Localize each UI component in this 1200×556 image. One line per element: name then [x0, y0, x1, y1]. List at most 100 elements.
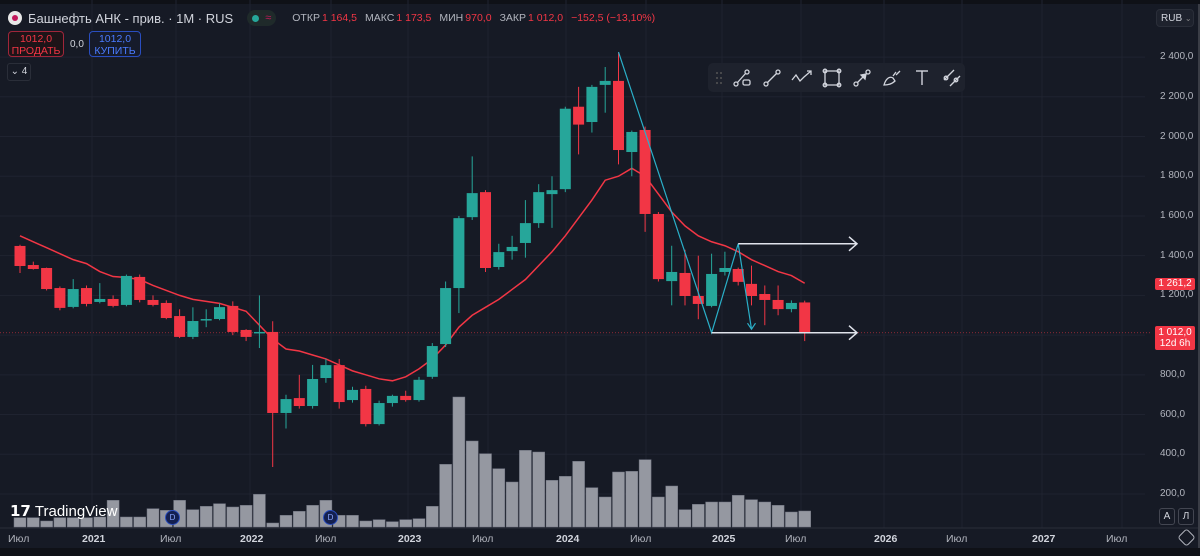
volume-bar	[239, 505, 253, 528]
volume-bar	[146, 508, 160, 528]
volume-bar	[346, 515, 359, 528]
volume-bar	[692, 504, 705, 528]
time-tick-label: 2025	[712, 533, 736, 545]
candle-body	[280, 399, 292, 413]
time-tick-label: Июл	[630, 533, 652, 545]
volume-bar	[93, 516, 107, 528]
tv-logo-icon: 𝟭𝟳	[10, 503, 31, 520]
text-icon[interactable]	[910, 66, 934, 90]
time-tick-label: 2026	[874, 533, 898, 545]
rectangle-icon[interactable]	[820, 66, 844, 90]
path-icon[interactable]	[790, 66, 814, 90]
volume-bar	[186, 509, 200, 528]
brush-icon[interactable]	[880, 66, 904, 90]
volume-bar	[705, 501, 718, 528]
trend-line-icon[interactable]	[760, 66, 784, 90]
volume-bar	[465, 440, 479, 528]
candle-body	[94, 298, 106, 302]
time-tick-label: Июл	[8, 533, 30, 545]
indicators-toggle[interactable]: ⌄ 4	[7, 63, 31, 81]
candle-body	[240, 329, 252, 337]
volume-bar	[306, 505, 319, 528]
candle-body	[692, 295, 704, 304]
candle-body	[706, 273, 718, 306]
close-value: 1 012,0	[528, 12, 564, 24]
candle-body	[759, 294, 771, 300]
currency-select[interactable]: RUB ⌄	[1156, 9, 1194, 27]
close-label: ЗАКР	[499, 12, 527, 24]
volume-bar	[559, 476, 572, 528]
delayed-data-icon: ≈	[265, 12, 272, 24]
volume-bar	[625, 471, 639, 528]
zigzag-drawing	[617, 51, 753, 335]
volume-bar	[572, 461, 585, 528]
tradingview-logo[interactable]: 𝟭𝟳 TradingView	[10, 502, 117, 521]
drawing-toolbar	[708, 63, 965, 92]
time-tick-label: Июл	[946, 533, 968, 545]
volume-bar	[412, 518, 426, 528]
candle-body	[626, 131, 638, 153]
buy-price: 1012,0	[98, 33, 132, 45]
candle-body	[746, 283, 757, 296]
candle-body	[347, 389, 358, 401]
candle-body	[453, 218, 465, 289]
volume-bar	[585, 487, 599, 528]
candle-body	[586, 86, 598, 123]
sell-button[interactable]: 1012,0 ПРОДАТЬ	[8, 31, 64, 57]
volume-bar	[399, 519, 412, 528]
drag-handle-icon[interactable]	[714, 68, 724, 88]
candle-body	[506, 246, 518, 252]
volume-bar	[505, 481, 519, 528]
market-status[interactable]: ≈	[247, 10, 277, 26]
candle-body	[200, 319, 212, 321]
ma-price-tag: 1 261,2	[1155, 278, 1195, 290]
dividend-badge[interactable]: D	[165, 510, 180, 525]
candle-body	[400, 395, 412, 401]
candle-body	[373, 403, 385, 425]
volume-bar	[106, 500, 120, 528]
candle-body	[613, 80, 624, 151]
buy-button[interactable]: 1012,0 КУПИТЬ	[89, 31, 141, 57]
price-tick-label: 1 400,0	[1160, 249, 1194, 261]
volume-bar	[359, 520, 373, 528]
candle-body	[253, 331, 265, 334]
candle-body	[573, 106, 585, 125]
time-tick-label: Июл	[315, 533, 337, 545]
volume-bar	[133, 516, 146, 528]
line-tool-icon[interactable]	[730, 66, 754, 90]
volume-bar	[652, 496, 665, 528]
symbol-title[interactable]: Башнефть АНК - прив. · 1M · RUS	[28, 10, 234, 26]
dividend-badge[interactable]: D	[323, 510, 338, 525]
candle-body	[120, 275, 132, 305]
buy-label: КУПИТЬ	[94, 45, 136, 57]
arrow-icon[interactable]	[850, 66, 874, 90]
change-value: −152,5 (−13,10%)	[571, 12, 656, 24]
candle-body	[214, 307, 225, 320]
moving-average-line	[19, 167, 806, 382]
candle-body	[360, 388, 372, 425]
auto-scale-button[interactable]: A	[1159, 508, 1175, 525]
candle-body	[493, 252, 505, 268]
candle-body	[799, 302, 811, 333]
volume-bar	[213, 503, 226, 528]
candle-body	[187, 321, 199, 337]
candle-body	[679, 272, 691, 296]
ohlc-values: ОТКР 1 164,5 МАКС 1 173,5 МИН 970,0 ЗАКР 1 0…	[292, 12, 661, 24]
price-tick-label: 600,0	[1160, 408, 1186, 420]
price-tick-label: 800,0	[1160, 368, 1186, 380]
volume-bar	[771, 505, 785, 528]
log-scale-button[interactable]: Л	[1178, 508, 1194, 525]
candle-body	[320, 365, 332, 379]
parallel-channel-icon[interactable]	[940, 66, 964, 90]
volume-bar	[372, 519, 386, 528]
candle-body	[386, 395, 398, 404]
candle-body	[160, 302, 172, 319]
volume-bar	[66, 517, 80, 528]
time-tick-label: Июл	[1106, 533, 1128, 545]
candle-body	[413, 379, 425, 401]
volume-bar	[758, 501, 772, 528]
currency-label: RUB	[1161, 13, 1183, 24]
candle-body	[27, 265, 39, 269]
